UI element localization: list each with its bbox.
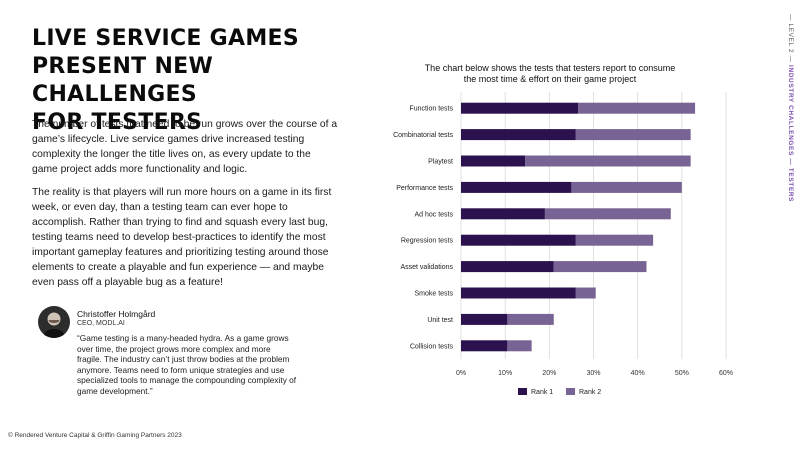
category-label: Smoke tests: [414, 291, 453, 298]
bar-rank-2: [525, 155, 691, 167]
x-tick-label: 40%: [631, 370, 645, 377]
category-label: Performance tests: [396, 185, 453, 192]
bar-rank-1: [461, 261, 554, 273]
bar-rank-1: [461, 313, 508, 325]
bar-rank-2: [575, 129, 691, 141]
legend-swatch: [518, 388, 527, 395]
side-section-label: INDUSTRY CHALLENGES — TESTERS: [787, 65, 794, 202]
bar-rank-2: [507, 340, 532, 352]
bar-rank-1: [461, 208, 545, 220]
bar-rank-2: [544, 208, 671, 220]
stacked-bar-chart: 0% 10% 20% 30% 40% 50% 60% Function tests Combin…: [393, 92, 733, 396]
x-tick-label: 60%: [719, 370, 733, 377]
x-tick-label: 30%: [586, 370, 600, 377]
category-label: Regression tests: [401, 238, 454, 245]
bar-rank-1: [461, 155, 526, 167]
bar-rank-2: [578, 102, 696, 114]
category-label: Unit test: [427, 317, 453, 324]
copyright-footer: © Rendered Venture Capital & Griffin Gam…: [8, 432, 182, 439]
bar-rank-1: [461, 287, 576, 299]
bar-rank-1: [461, 340, 508, 352]
bar-rank-1: [461, 181, 572, 193]
title-line: PRESENT NEW CHALLENGES: [32, 54, 214, 107]
title-line: FOR TESTERS: [32, 110, 203, 135]
chart-title: The chart below shows the tests that tes…: [424, 63, 676, 84]
x-tick-label: 10%: [498, 370, 512, 377]
quote-author-name: Christoffer Holmgård: [77, 309, 156, 319]
bar-rank-2: [507, 313, 554, 325]
bar-rank-2: [553, 261, 647, 273]
section-side-label: — LEVEL 2 — INDUSTRY CHALLENGES — TESTER…: [787, 14, 794, 202]
legend-swatch: [566, 388, 575, 395]
category-label: Collision tests: [410, 343, 454, 350]
x-tick-label: 20%: [542, 370, 556, 377]
bar-rank-1: [461, 129, 576, 141]
body-paragraph: The reality is that players will run mor…: [32, 187, 332, 288]
category-label: Ad hoc tests: [414, 211, 453, 218]
side-level-label: — LEVEL 2 —: [787, 14, 794, 63]
x-tick-label: 50%: [675, 370, 689, 377]
legend-label: Rank 2: [579, 389, 601, 396]
bar-rank-2: [571, 181, 682, 193]
bar-rank-1: [461, 234, 576, 246]
x-tick-label: 0%: [456, 370, 466, 377]
bar-rank-2: [575, 234, 654, 246]
legend-label: Rank 1: [531, 389, 553, 396]
quote-text: “Game testing is a many-headed hydra. As…: [77, 333, 297, 396]
category-label: Playtest: [428, 159, 453, 166]
bar-rank-2: [575, 287, 596, 299]
category-label: Asset validations: [400, 264, 453, 271]
bar-rank-1: [461, 102, 579, 114]
title-line: LIVE SERVICE GAMES: [32, 26, 300, 51]
avatar: [38, 306, 70, 338]
intro-paragraph: The number of tests that need to be run …: [32, 119, 338, 175]
person-icon: [43, 312, 65, 338]
category-label: Function tests: [409, 106, 453, 113]
category-label: Combinatorial tests: [393, 132, 453, 139]
quote-author-role: CEO, MODL.AI: [77, 320, 125, 327]
page-title: LIVE SERVICE GAMES PRESENT NEW CHALLENGE…: [32, 25, 372, 137]
